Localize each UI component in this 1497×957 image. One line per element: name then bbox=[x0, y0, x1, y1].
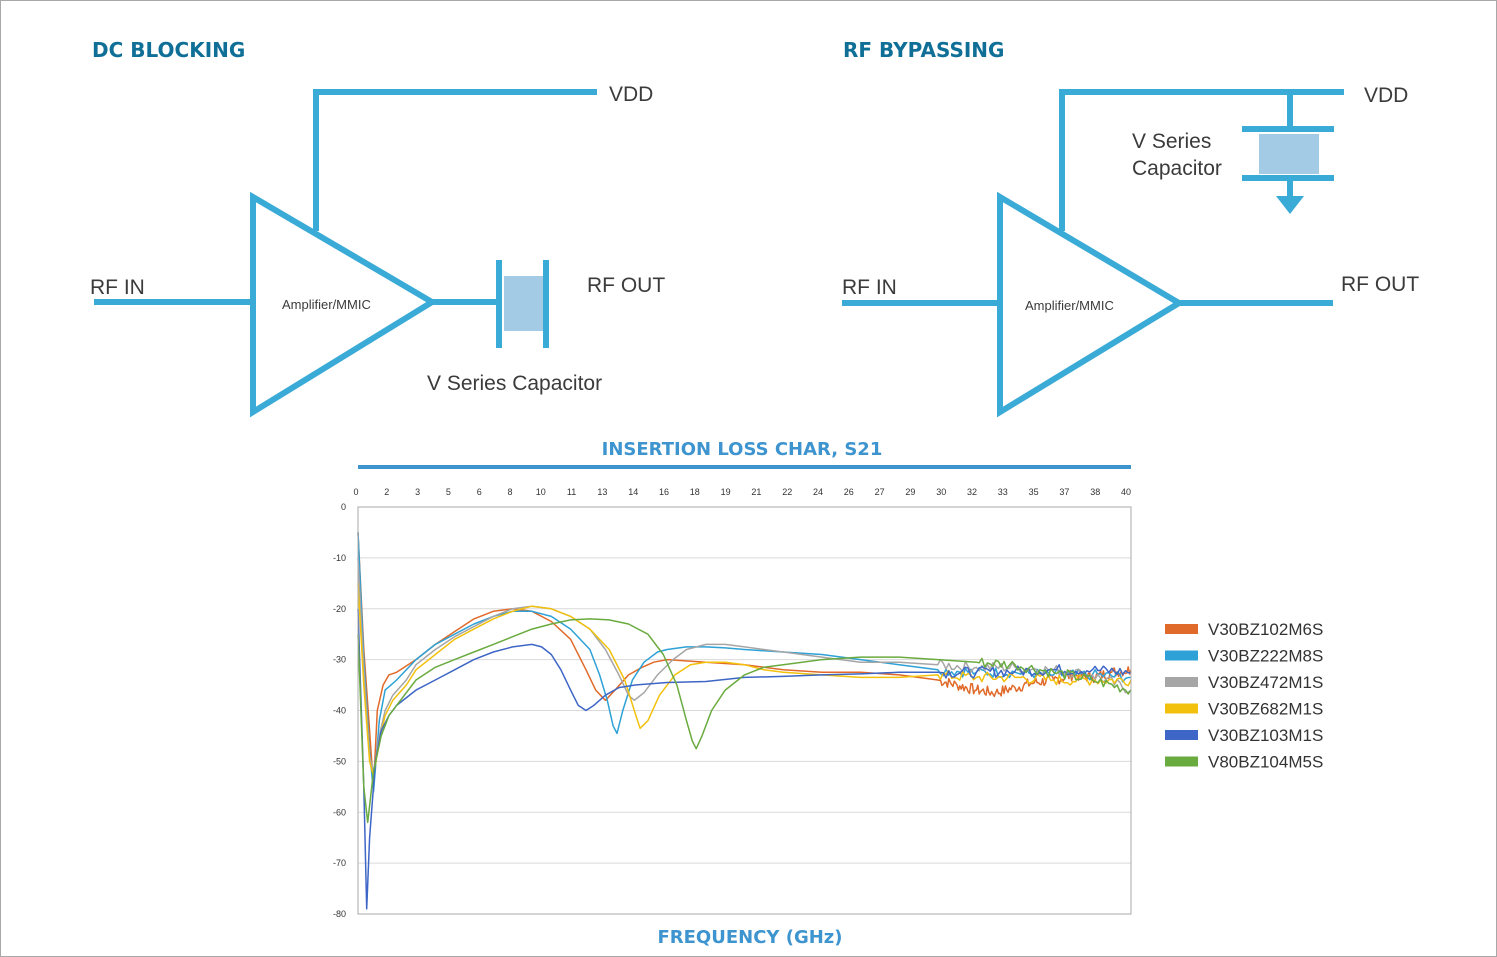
y-tick-label: -80 bbox=[333, 909, 346, 919]
x-tick-label: 8 bbox=[507, 487, 512, 497]
dc-blocking-diagram: DC BLOCKING VDD RF IN RF OUT Amplifier/M… bbox=[90, 38, 665, 418]
x-tick-label: 3 bbox=[415, 487, 420, 497]
series-line-v30bz103m1s bbox=[357, 608, 1132, 910]
x-tick-label: 6 bbox=[477, 487, 482, 497]
dc-rf-in-label: RF IN bbox=[90, 276, 145, 299]
chart-grid bbox=[358, 557, 1131, 864]
x-tick-label: 16 bbox=[659, 487, 669, 497]
x-tick-label: 30 bbox=[936, 487, 946, 497]
y-tick-label: -40 bbox=[333, 706, 346, 716]
legend-label: V80BZ104M5S bbox=[1208, 753, 1323, 772]
legend-swatch bbox=[1165, 703, 1198, 714]
rf-capacitor-label-line2: Capacitor bbox=[1132, 157, 1222, 180]
legend-swatch bbox=[1165, 677, 1198, 687]
x-tick-label: 21 bbox=[751, 487, 761, 497]
rf-capacitor-label-line1: V Series bbox=[1132, 130, 1211, 153]
rf-rf-out-label: RF OUT bbox=[1341, 273, 1419, 296]
dc-amplifier-triangle bbox=[250, 191, 438, 418]
y-axis-ticks: 0 -10 -20 -30 -40 -50 -60 -70 -80 bbox=[333, 502, 346, 919]
x-tick-label: 0 bbox=[353, 487, 358, 497]
rf-vdd-wire bbox=[1059, 89, 1344, 231]
x-tick-label: 10 bbox=[536, 487, 546, 497]
dc-blocking-title: DC BLOCKING bbox=[92, 38, 245, 62]
x-tick-label: 14 bbox=[628, 487, 638, 497]
legend-swatch bbox=[1165, 730, 1198, 740]
legend-label: V30BZ472M1S bbox=[1208, 673, 1323, 692]
dc-capacitor-label: V Series Capacitor bbox=[427, 372, 602, 395]
chart-title: INSERTION LOSS CHAR, S21 bbox=[602, 439, 883, 460]
x-axis-title: FREQUENCY (GHz) bbox=[657, 927, 842, 948]
x-tick-label: 35 bbox=[1029, 487, 1039, 497]
legend-label: V30BZ682M1S bbox=[1208, 700, 1323, 719]
x-axis-ticks: 0 2 3 5 6 8 10 11 13 14 16 18 19 21 22 24 26 27 29 30 32 33 35… bbox=[353, 487, 1131, 497]
series-line-v30bz222m8s bbox=[357, 532, 1132, 793]
y-tick-label: -20 bbox=[333, 604, 346, 614]
legend-label: V30BZ222M8S bbox=[1208, 647, 1323, 666]
y-tick-label: -10 bbox=[333, 553, 346, 563]
x-tick-label: 19 bbox=[721, 487, 731, 497]
rf-amplifier-label: Amplifier/MMIC bbox=[1025, 298, 1114, 313]
x-tick-label: 22 bbox=[782, 487, 792, 497]
rf-vdd-label: VDD bbox=[1364, 84, 1408, 107]
x-tick-label: 13 bbox=[597, 487, 607, 497]
x-tick-label: 2 bbox=[384, 487, 389, 497]
insertion-loss-chart: INSERTION LOSS CHAR, S21 0 2 3 5 6 8 10 11 13 14 1… bbox=[333, 439, 1323, 948]
series-line-v30bz682m1s bbox=[357, 583, 1132, 778]
y-tick-label: -50 bbox=[333, 756, 346, 766]
x-tick-label: 11 bbox=[567, 487, 576, 497]
rf-bypassing-title: RF BYPASSING bbox=[843, 38, 1004, 62]
y-tick-label: -30 bbox=[333, 655, 346, 665]
legend-swatch bbox=[1165, 624, 1198, 634]
x-tick-label: 29 bbox=[905, 487, 915, 497]
legend-swatch bbox=[1165, 650, 1198, 661]
rf-capacitor-body bbox=[1259, 134, 1319, 174]
ground-arrow-icon bbox=[1276, 196, 1304, 214]
dc-capacitor-body bbox=[504, 276, 543, 331]
x-tick-label: 27 bbox=[875, 487, 885, 497]
y-tick-label: -70 bbox=[333, 858, 346, 868]
x-tick-label: 24 bbox=[813, 487, 823, 497]
chart-legend: V30BZ102M6S V30BZ222M8S V30BZ472M1S V30BZ68… bbox=[1165, 620, 1323, 772]
y-tick-label: 0 bbox=[341, 502, 346, 512]
chart-series bbox=[357, 532, 1132, 910]
x-tick-label: 5 bbox=[446, 487, 451, 497]
legend-label: V30BZ102M6S bbox=[1208, 620, 1323, 639]
x-tick-label: 32 bbox=[967, 487, 977, 497]
x-tick-label: 40 bbox=[1121, 487, 1131, 497]
x-tick-label: 33 bbox=[998, 487, 1008, 497]
legend-swatch bbox=[1165, 756, 1198, 767]
plot-area bbox=[357, 506, 1132, 915]
rf-bypassing-wires bbox=[842, 89, 1344, 418]
rf-bypassing-diagram: RF BYPASSING VDD V Series Capacitor RF I… bbox=[842, 38, 1419, 418]
legend-label: V30BZ103M1S bbox=[1208, 726, 1323, 745]
x-tick-label: 18 bbox=[690, 487, 700, 497]
dc-rf-out-label: RF OUT bbox=[587, 274, 665, 297]
dc-vdd-wire bbox=[313, 89, 597, 231]
x-tick-label: 37 bbox=[1059, 487, 1069, 497]
x-tick-label: 38 bbox=[1090, 487, 1100, 497]
rf-amplifier-triangle bbox=[997, 191, 1185, 418]
dc-blocking-wires bbox=[94, 89, 597, 418]
x-tick-label: 26 bbox=[844, 487, 854, 497]
series-line-v80bz104m5s bbox=[357, 618, 1132, 824]
rf-rf-in-label: RF IN bbox=[842, 276, 897, 299]
dc-vdd-label: VDD bbox=[609, 83, 653, 106]
y-tick-label: -60 bbox=[333, 807, 346, 817]
dc-amplifier-label: Amplifier/MMIC bbox=[282, 297, 371, 312]
